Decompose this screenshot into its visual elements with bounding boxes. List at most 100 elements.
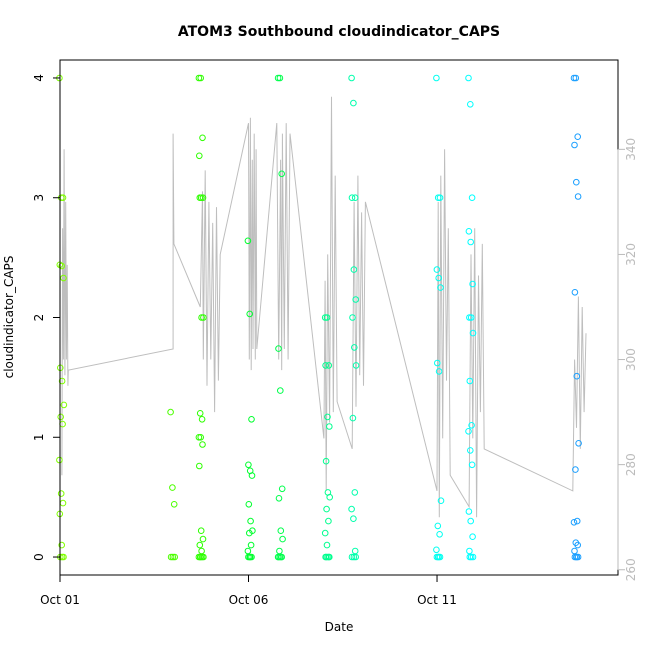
data-point	[248, 416, 255, 423]
data-point	[434, 194, 442, 201]
data-point	[325, 517, 332, 525]
data-point	[60, 274, 67, 282]
data-point	[325, 362, 333, 369]
data-point	[196, 194, 204, 201]
data-point	[467, 517, 475, 525]
data-point	[195, 74, 203, 82]
data-point	[350, 553, 358, 561]
data-point	[200, 314, 207, 321]
data-point	[323, 314, 331, 321]
data-point	[278, 553, 286, 561]
data-point	[171, 553, 178, 561]
data-point	[348, 194, 356, 201]
data-point	[469, 533, 476, 541]
data-point	[247, 541, 255, 549]
data-point	[274, 74, 282, 82]
data-point	[572, 466, 579, 473]
data-point	[435, 553, 443, 561]
x-axis: Oct 01 Oct 06 Oct 11	[40, 574, 457, 607]
data-point	[245, 461, 252, 469]
data-point	[348, 553, 356, 561]
data-point	[321, 314, 329, 321]
data-point	[196, 152, 203, 160]
points-layer	[56, 74, 582, 561]
data-point	[350, 266, 358, 273]
y2-tick-label: 280	[624, 453, 638, 476]
data-point	[326, 423, 333, 430]
data-point	[465, 74, 472, 82]
data-point	[469, 280, 476, 288]
data-point	[352, 296, 360, 303]
data-point	[570, 74, 578, 82]
data-point	[170, 501, 178, 508]
data-point	[58, 377, 66, 385]
data-point	[196, 410, 204, 417]
data-point	[573, 372, 581, 380]
data-point	[575, 440, 582, 447]
data-point	[436, 194, 444, 201]
data-point	[196, 462, 203, 470]
data-point	[571, 141, 578, 149]
data-point	[573, 553, 581, 561]
y2-tick-label: 340	[624, 138, 638, 161]
data-point	[246, 529, 253, 537]
data-point	[351, 194, 359, 201]
data-point	[468, 422, 475, 429]
data-point	[247, 517, 254, 525]
data-point	[466, 553, 474, 561]
data-point	[467, 447, 474, 454]
y2-tick-label: 320	[624, 243, 638, 266]
y-tick-label: 4	[32, 74, 46, 82]
y-tick-label: 0	[32, 553, 46, 561]
data-point	[275, 553, 282, 561]
data-point	[196, 541, 204, 549]
data-point	[167, 408, 174, 416]
data-point	[275, 345, 282, 352]
y2-axis: 260 280 300 320 340	[617, 138, 638, 581]
data-point	[195, 553, 203, 561]
data-point	[276, 74, 284, 82]
data-point	[469, 329, 477, 337]
data-point	[321, 529, 329, 537]
data-point	[351, 489, 359, 496]
y-axis-label: cloudindicator_CAPS	[2, 256, 16, 379]
data-point	[167, 553, 175, 561]
x-tick-label: Oct 01	[40, 593, 80, 607]
data-point	[350, 99, 357, 107]
y-tick-label: 2	[32, 314, 46, 322]
data-point	[246, 310, 253, 318]
data-point	[197, 434, 204, 441]
x-tick-label: Oct 06	[229, 593, 269, 607]
data-point	[246, 553, 254, 561]
data-point	[465, 228, 473, 235]
data-point	[198, 416, 206, 423]
data-point	[468, 461, 476, 469]
data-point	[349, 314, 356, 321]
data-point	[197, 74, 204, 82]
data-point	[467, 101, 474, 108]
data-point	[278, 485, 286, 493]
data-point	[199, 194, 207, 201]
data-point	[245, 501, 253, 508]
data-point	[275, 495, 283, 502]
data-point	[58, 541, 66, 549]
data-point	[199, 441, 206, 448]
data-point	[465, 508, 473, 515]
data-point	[279, 535, 286, 543]
data-point	[245, 553, 252, 561]
data-point	[352, 553, 360, 561]
data-point	[199, 535, 207, 543]
data-point	[433, 266, 441, 273]
data-point	[434, 522, 442, 530]
data-point	[244, 237, 252, 245]
data-point	[348, 74, 355, 82]
data-point	[571, 289, 579, 296]
data-point	[434, 359, 441, 367]
data-point	[570, 519, 578, 526]
data-point	[574, 541, 582, 549]
data-point	[469, 553, 477, 561]
data-point	[323, 541, 331, 549]
trace-line	[61, 96, 587, 518]
data-point	[278, 170, 286, 178]
